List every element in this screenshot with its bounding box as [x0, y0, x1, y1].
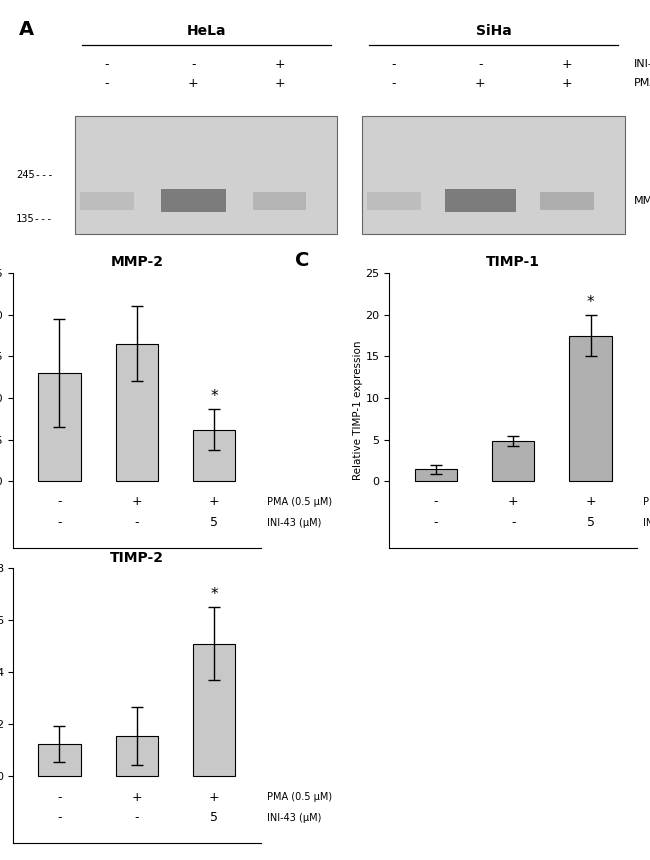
Text: -: -	[135, 516, 139, 529]
Text: +: +	[274, 77, 285, 89]
Text: +: +	[209, 495, 220, 508]
Text: PMA (0.5 μM): PMA (0.5 μM)	[266, 497, 332, 507]
Title: TIMP-2: TIMP-2	[110, 550, 164, 564]
Bar	[116, 344, 158, 481]
Y-axis label: Relative TIMP-1 expression: Relative TIMP-1 expression	[353, 341, 363, 480]
Text: PMA (0.5 μM): PMA (0.5 μM)	[644, 497, 650, 507]
Bar	[492, 441, 534, 481]
Bar	[80, 192, 133, 210]
Bar	[540, 192, 593, 210]
Bar	[193, 429, 235, 481]
Text: C: C	[295, 251, 309, 270]
Text: A: A	[20, 20, 34, 39]
Bar	[116, 736, 158, 777]
Text: +: +	[562, 77, 572, 89]
Bar	[75, 116, 337, 234]
Text: +: +	[475, 77, 486, 89]
Text: -: -	[392, 77, 396, 89]
Text: +: +	[562, 58, 572, 71]
Title: MMP-2: MMP-2	[111, 255, 163, 269]
Text: 5: 5	[210, 516, 218, 529]
Bar	[367, 192, 421, 210]
Text: 5: 5	[586, 516, 595, 529]
Text: INI-43 (μM): INI-43 (μM)	[644, 518, 650, 528]
Text: -: -	[57, 516, 62, 529]
Bar	[253, 192, 307, 210]
Bar	[193, 644, 235, 777]
Text: MMP-9: MMP-9	[634, 195, 650, 206]
Text: +: +	[274, 58, 285, 71]
Text: -: -	[434, 516, 438, 529]
Text: *: *	[587, 295, 594, 310]
Text: -: -	[105, 58, 109, 71]
Bar	[38, 744, 81, 777]
Text: -: -	[105, 77, 109, 89]
Text: +: +	[131, 495, 142, 508]
Text: -: -	[511, 516, 515, 529]
Bar	[38, 373, 81, 481]
Title: TIMP-1: TIMP-1	[486, 255, 540, 269]
Text: +: +	[508, 495, 519, 508]
Text: -: -	[478, 58, 483, 71]
Text: -: -	[191, 58, 196, 71]
Text: +: +	[131, 790, 142, 803]
Bar	[569, 335, 612, 481]
Text: *: *	[211, 587, 218, 602]
Text: 245---: 245---	[16, 169, 53, 180]
Bar	[161, 189, 226, 212]
Text: -: -	[434, 495, 438, 508]
Text: PMA (0.5 μM): PMA (0.5 μM)	[266, 792, 332, 802]
Text: +: +	[188, 77, 199, 89]
Text: *: *	[211, 389, 218, 403]
Text: INI-43 (μM): INI-43 (μM)	[266, 518, 321, 528]
Text: 5: 5	[210, 811, 218, 825]
Text: INI-43 (μM): INI-43 (μM)	[266, 813, 321, 823]
Text: 135---: 135---	[16, 214, 53, 224]
Text: INI-43: INI-43	[634, 59, 650, 69]
Text: -: -	[135, 811, 139, 825]
Text: +: +	[585, 495, 596, 508]
Text: -: -	[57, 790, 62, 803]
Text: SiHa: SiHa	[476, 24, 512, 38]
Text: -: -	[392, 58, 396, 71]
Text: HeLa: HeLa	[187, 24, 226, 38]
Text: -: -	[57, 495, 62, 508]
Text: PMA: PMA	[634, 78, 650, 88]
Bar	[445, 189, 516, 212]
Bar	[415, 470, 457, 481]
Bar	[363, 116, 625, 234]
Text: -: -	[57, 811, 62, 825]
Text: +: +	[209, 790, 220, 803]
